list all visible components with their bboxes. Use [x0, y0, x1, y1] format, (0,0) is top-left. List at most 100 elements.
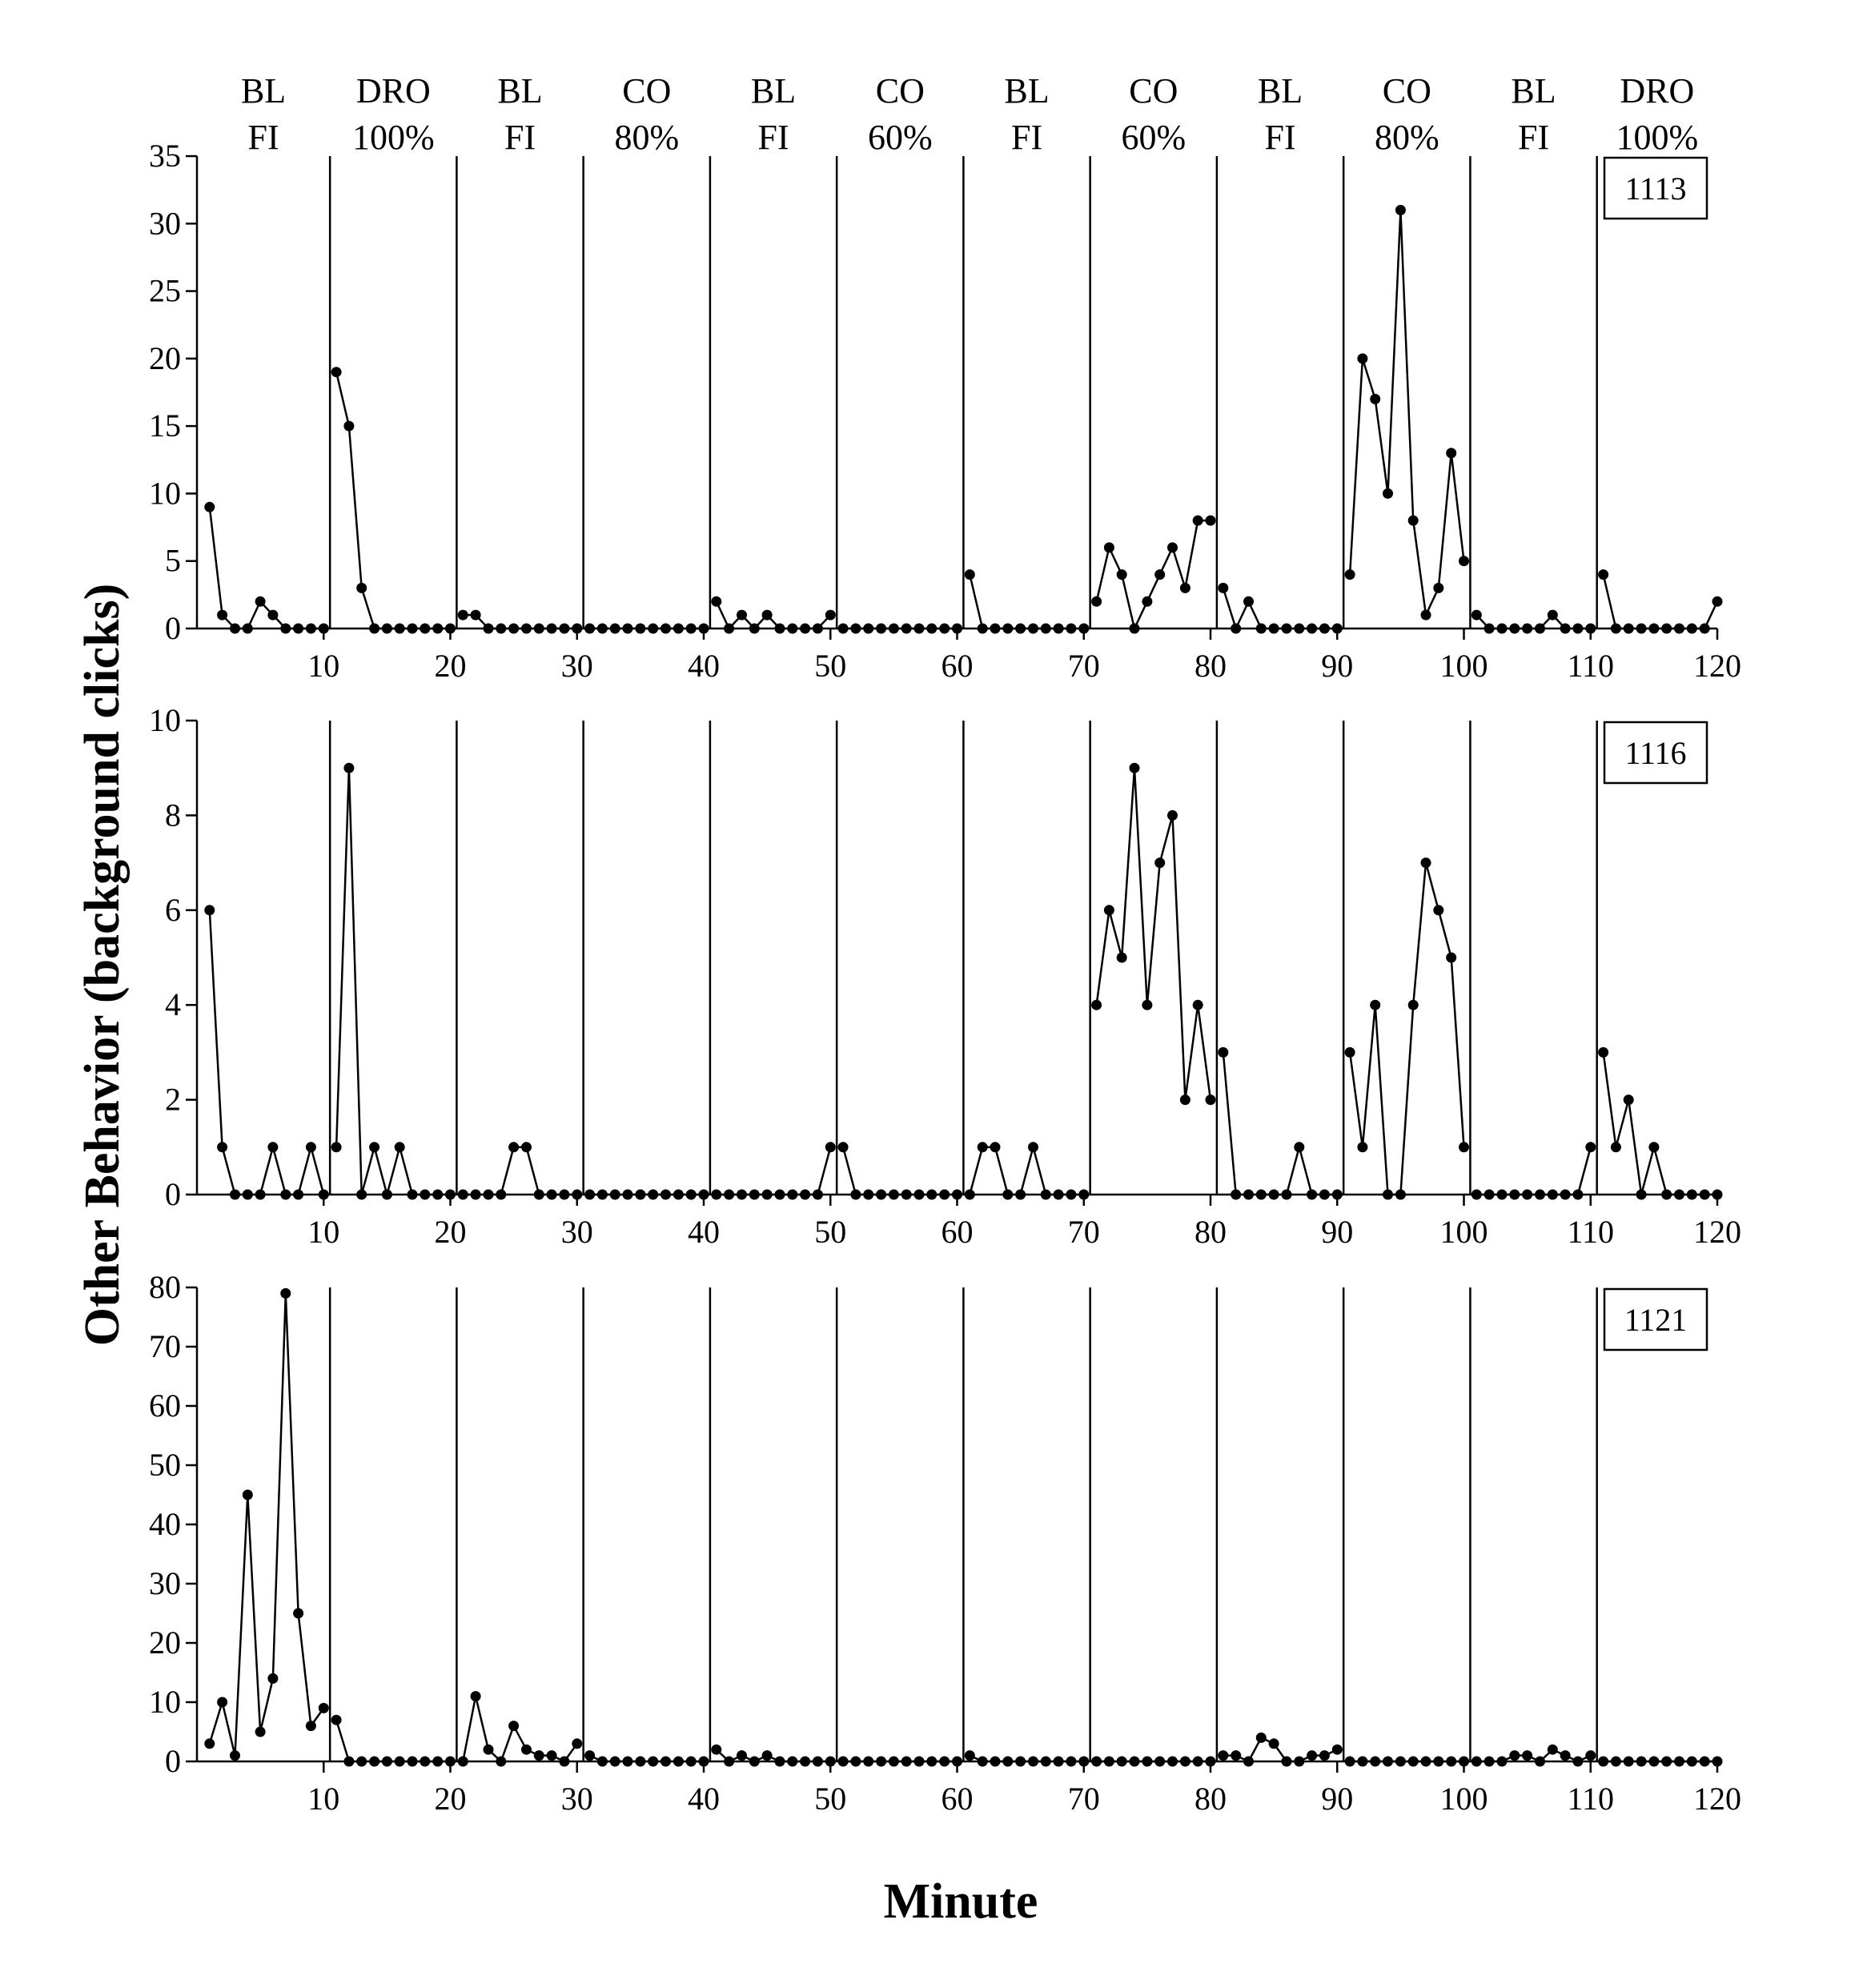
data-point: [609, 623, 620, 634]
y-tick-label: 60: [149, 1388, 181, 1424]
data-point: [800, 623, 811, 634]
phase-label-3-line1: BL: [497, 71, 542, 110]
data-point: [1053, 1756, 1064, 1767]
data-point: [1294, 1142, 1305, 1153]
data-point: [685, 1189, 697, 1200]
data-point: [533, 1750, 544, 1761]
data-point: [609, 1189, 620, 1200]
data-point: [1610, 1756, 1621, 1767]
data-point: [724, 623, 735, 634]
data-point: [1484, 1189, 1495, 1200]
data-point: [255, 1726, 266, 1737]
series-segment: [1602, 1052, 1717, 1196]
data-point: [1459, 1756, 1469, 1767]
data-point: [1496, 623, 1508, 634]
data-point: [508, 623, 520, 634]
series-segment: [969, 1754, 1084, 1763]
data-point: [1509, 1189, 1520, 1200]
data-point: [1636, 1756, 1647, 1767]
data-point: [825, 609, 836, 620]
data-point: [749, 1756, 760, 1767]
data-point: [952, 623, 962, 634]
data-point: [711, 1189, 722, 1200]
y-tick-label: 0: [165, 1743, 181, 1779]
data-point: [774, 1756, 785, 1767]
data-point: [255, 596, 266, 607]
phase-label-5-line2: FI: [757, 118, 789, 157]
x-tick-label: 70: [1068, 1781, 1100, 1817]
series-segment: [715, 1749, 831, 1763]
data-point: [1522, 1750, 1533, 1761]
data-point: [1281, 623, 1292, 634]
data-point: [470, 1691, 481, 1702]
data-point: [457, 1189, 468, 1200]
data-point: [1231, 1750, 1242, 1761]
data-point: [394, 623, 405, 634]
data-point: [888, 1756, 899, 1767]
series-segment: [1095, 519, 1211, 632]
data-point: [952, 1189, 962, 1200]
series-segment: [1476, 613, 1591, 630]
data-point: [711, 1744, 722, 1755]
data-point: [990, 1142, 1001, 1153]
data-point: [913, 1189, 925, 1200]
data-point: [800, 1756, 811, 1767]
series-segment: [1095, 768, 1212, 1100]
x-tick-label: 20: [435, 1214, 467, 1250]
data-point: [1053, 623, 1064, 634]
data-point: [596, 623, 608, 634]
data-point: [432, 1189, 444, 1200]
data-point: [977, 1142, 988, 1153]
phase-label-6-line2: 60%: [868, 118, 933, 157]
data-point: [217, 1697, 228, 1708]
phase-label-12-line1: DRO: [1620, 71, 1694, 110]
y-tick-label: 0: [165, 610, 181, 646]
x-tick-label: 60: [942, 1214, 974, 1250]
x-tick-label: 90: [1321, 1781, 1353, 1817]
x-tick-label: 40: [688, 1781, 720, 1817]
phase-label-8-line2: 60%: [1121, 118, 1186, 157]
data-point: [1383, 1189, 1393, 1200]
series-segment: [715, 600, 832, 631]
data-point: [901, 1756, 912, 1767]
data-point: [1002, 623, 1014, 634]
data-point: [1218, 582, 1229, 593]
x-tick-label: 30: [561, 1781, 593, 1817]
data-point: [1116, 569, 1127, 580]
data-point: [1712, 1756, 1723, 1767]
x-tick-label: 70: [1068, 648, 1100, 684]
data-point: [1116, 1756, 1127, 1767]
data-point: [305, 1142, 316, 1153]
data-point: [1572, 1756, 1584, 1767]
data-point: [1231, 623, 1242, 634]
data-point: [825, 1756, 836, 1767]
phase-label-11-line2: FI: [1518, 118, 1549, 157]
data-point: [280, 1287, 291, 1299]
data-point: [318, 623, 329, 634]
data-point: [394, 1756, 405, 1767]
data-point: [913, 1756, 925, 1767]
data-point: [293, 623, 304, 634]
data-point: [850, 623, 861, 634]
data-point: [230, 1189, 240, 1200]
data-point: [1268, 1189, 1279, 1200]
data-point: [1395, 204, 1406, 215]
data-point: [926, 1189, 938, 1200]
data-point: [356, 582, 367, 593]
data-point: [1192, 515, 1203, 526]
data-point: [1294, 623, 1305, 634]
x-tick-label: 70: [1068, 1214, 1100, 1250]
data-point: [293, 1189, 304, 1200]
data-point: [977, 1756, 988, 1767]
panel-1116: 0 2 4 6 8 10 10 20 30 40 50 60 70 80 90 100 110 120 1116: [149, 702, 1741, 1250]
data-point: [622, 623, 633, 634]
data-point: [660, 623, 671, 634]
data-point: [1407, 1756, 1419, 1767]
data-point: [787, 623, 798, 634]
data-point: [812, 1189, 823, 1200]
y-tick-label: 10: [149, 475, 181, 511]
data-point: [635, 623, 646, 634]
data-point: [1002, 1756, 1014, 1767]
data-point: [356, 1756, 367, 1767]
data-point: [1116, 952, 1127, 963]
